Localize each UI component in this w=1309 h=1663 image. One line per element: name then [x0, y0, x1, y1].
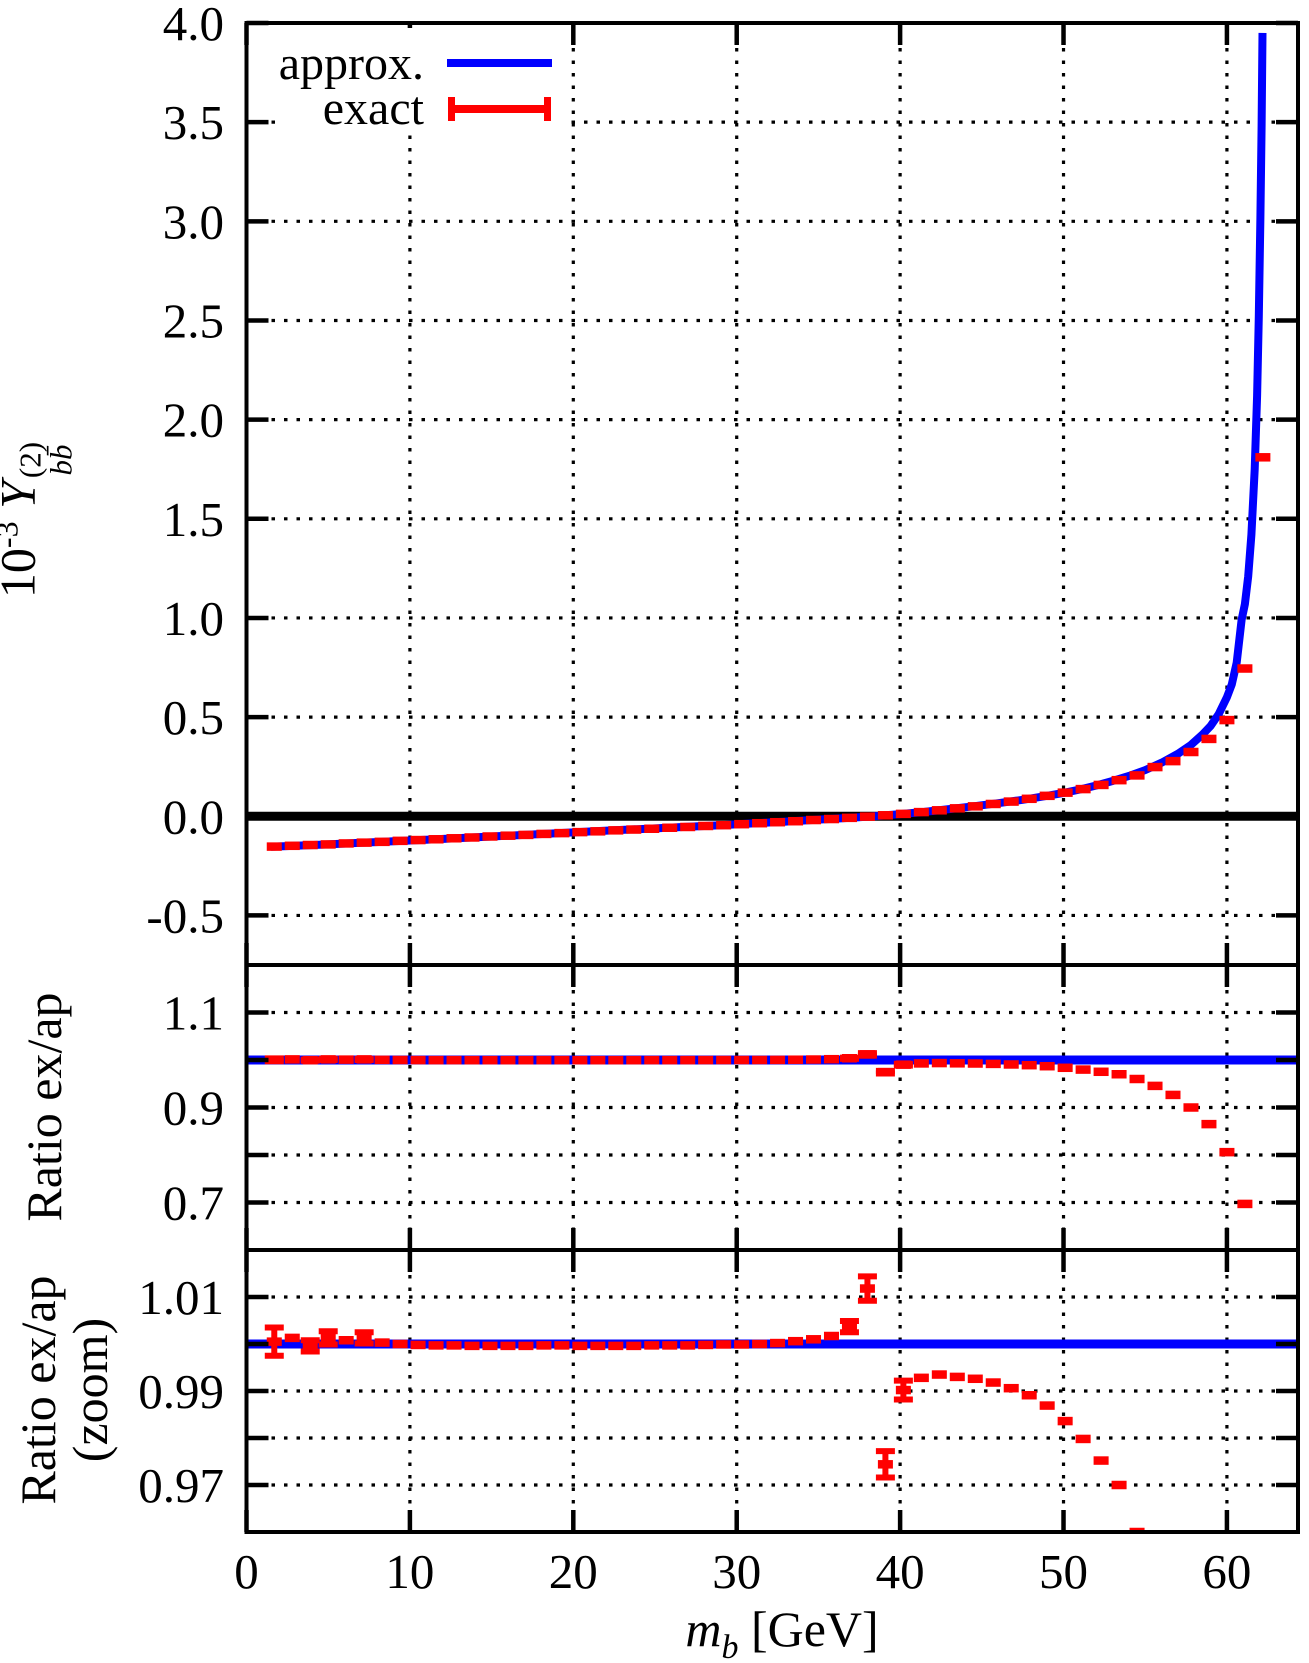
y-tick-label: 0.5 [163, 690, 224, 745]
y-main-exponent: -3 [0, 521, 25, 549]
y-axis-title-main: 10-3 Y(2)bb̄ [0, 441, 79, 599]
y-tick-label: -0.5 [146, 888, 224, 943]
legend-label-exact: exact [323, 82, 425, 135]
x-tick-label: 30 [712, 1544, 761, 1599]
x-tick-label: 10 [385, 1544, 434, 1599]
x-axis-title: mb [GeV] [685, 1600, 879, 1663]
x-tick-label: 40 [876, 1544, 925, 1599]
legend: approx. exact [279, 28, 563, 135]
panel-ratio: 1.1 0.9 0.7 [163, 963, 1300, 1252]
y-tick-label: 0.99 [138, 1364, 224, 1419]
y-main-subscript: bb̄ [43, 444, 79, 476]
y-main-superscript: (2) [12, 441, 48, 479]
y-tick-label: 1.01 [138, 1270, 224, 1325]
y-tick-label: 1.0 [163, 591, 224, 646]
y-tick-label: 0.9 [163, 1081, 224, 1136]
x-tick-labels: 0 10 20 30 40 50 60 [234, 1544, 1251, 1599]
x-tick-label: 60 [1202, 1544, 1251, 1599]
approx-curve [270, 32, 1267, 851]
y-tick-label: 1.1 [163, 986, 224, 1041]
y-tick-label: 2.0 [163, 393, 224, 448]
y-tick-label: 2.5 [163, 293, 224, 348]
y-zoom-line1: Ratio ex/ap [10, 1275, 66, 1505]
legend-label-approx: approx. [279, 37, 424, 90]
x-tick-label: 50 [1039, 1544, 1088, 1599]
legend-background [282, 28, 563, 131]
y-tick-label: 0.7 [163, 1176, 224, 1231]
x-tick-label: 20 [549, 1544, 598, 1599]
y-main-prefix: 10 [0, 548, 46, 599]
x-title-unit: [GeV] [750, 1601, 879, 1657]
y-tick-label: 0.0 [163, 789, 224, 844]
x-title-subscript: b [721, 1629, 739, 1663]
x-tick-label: 0 [234, 1544, 259, 1599]
panel-ratio_zoom: 1.01 0.99 0.97 [138, 1248, 1300, 1534]
y-tick-label: 1.5 [163, 492, 224, 547]
panel-yukawa: 4.0 3.5 3.0 2.5 2.0 1.5 1.0 0.5 0.0 -0.5 [146, 0, 1300, 967]
exact-points [264, 1050, 1253, 1209]
exact-points [266, 453, 1271, 851]
legend-exact-errorbar-sample [448, 97, 551, 121]
y-main-symbol: Y [0, 481, 46, 509]
x-title-symbol: m [685, 1601, 722, 1657]
y-axis-title-zoom: Ratio ex/ap (zoom) [10, 1275, 118, 1505]
y-zoom-line2: (zoom) [62, 1317, 118, 1463]
y-tick-label: 0.97 [138, 1458, 224, 1513]
y-axis-title-ratio: Ratio ex/ap [16, 992, 72, 1222]
y-tick-label: 3.5 [163, 95, 224, 150]
y-tick-label: 3.0 [163, 194, 224, 249]
y-tick-label: 4.0 [163, 0, 224, 51]
exact-points [264, 1273, 1145, 1532]
